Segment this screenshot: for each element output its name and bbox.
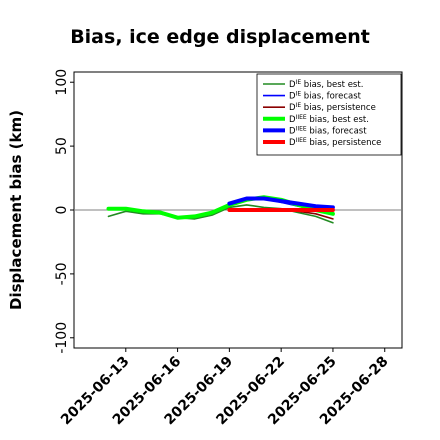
y-tick-label: 100 [54, 69, 70, 96]
y-tick-label: -100 [54, 322, 70, 354]
legend-entry: DIIEE bias, persistence [289, 137, 381, 148]
legend-entry: DIE bias, forecast [289, 91, 362, 102]
y-tick-label: 0 [54, 206, 70, 215]
series-line [227, 196, 335, 210]
y-tick-label: 50 [54, 137, 70, 155]
chart-title: Bias, ice edge displacement [70, 26, 370, 48]
legend-entry: DIE bias, best est. [289, 79, 363, 90]
legend-entry: DIIEE bias, best est. [289, 114, 369, 125]
legend-entry: DIE bias, persistence [289, 102, 376, 113]
y-tick-label: -50 [54, 262, 70, 285]
legend-entry: DIIEE bias, forecast [289, 125, 367, 136]
